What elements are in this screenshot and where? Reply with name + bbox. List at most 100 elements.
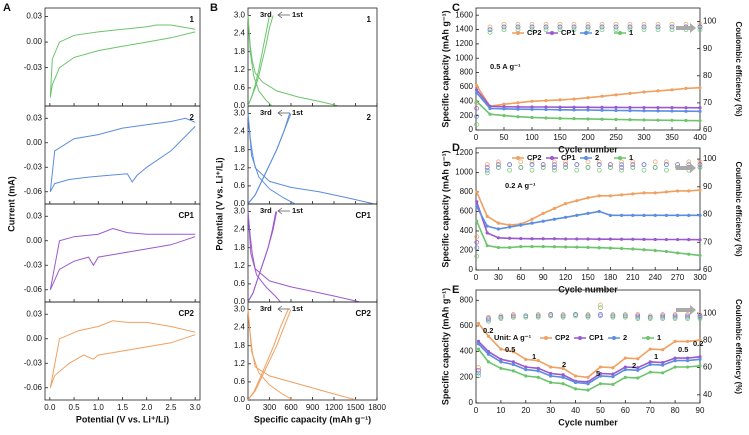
annotation: Unit: A g⁻¹: [494, 333, 532, 342]
capacity-point: [698, 238, 702, 242]
data-line: [247, 113, 292, 205]
panel-letter: D: [452, 142, 460, 154]
efficiency-point: [552, 162, 557, 167]
efficiency-point: [585, 165, 591, 170]
y-tick-label: 400: [460, 226, 474, 235]
capacity-point: [664, 237, 669, 242]
efficiency-point: [571, 21, 577, 27]
y-tick-label: 0.6: [234, 83, 246, 92]
legend-label: 2: [595, 28, 599, 37]
legend-marker: [618, 31, 622, 35]
capacity-point: [664, 190, 669, 194]
efficiency-point: [585, 27, 591, 33]
efficiency-point: [608, 165, 613, 170]
y2-tick-label: 100: [703, 17, 717, 26]
y-tick-label: 1200: [455, 39, 473, 48]
capacity-point: [558, 116, 562, 120]
data-line: [247, 113, 291, 205]
annotation: 1st: [292, 304, 303, 313]
efficiency-point: [496, 165, 501, 170]
capacity-point: [642, 248, 646, 252]
capacity-point: [474, 99, 479, 103]
y2-tick-label: 40: [703, 390, 712, 399]
x-axis-label: Potential (V vs. Li⁺/Li): [76, 414, 169, 424]
plot-frame: [247, 7, 378, 107]
capacity-point: [475, 219, 479, 223]
efficiency-point: [571, 24, 577, 30]
x-tick-label: 270: [671, 273, 685, 282]
capacity-point: [530, 99, 534, 103]
capacity-point: [474, 83, 479, 88]
efficiency-point: [685, 316, 690, 321]
efficiency-point: [540, 162, 546, 167]
capacity-point: [623, 356, 627, 360]
capacity-point: [598, 382, 603, 386]
efficiency-point: [655, 27, 661, 33]
capacity-point: [656, 106, 660, 110]
efficiency-point: [529, 27, 535, 33]
capacity-point: [475, 190, 479, 194]
data-line: [49, 117, 196, 193]
annotation: 0.2: [483, 326, 493, 335]
subplot-label: CP1: [178, 211, 194, 220]
efficiency-point: [560, 313, 566, 319]
capacity-point: [511, 369, 515, 373]
legend-label: 1: [657, 333, 661, 342]
capacity-point: [572, 97, 576, 101]
efficiency-point: [484, 167, 490, 173]
y-tick-label: 1.2: [234, 65, 246, 74]
efficiency-point: [476, 370, 481, 376]
legend-marker: [584, 156, 588, 160]
capacity-point: [614, 117, 618, 122]
efficiency-point: [635, 316, 641, 321]
capacity-point: [573, 380, 578, 385]
capacity-point: [598, 374, 603, 378]
capacity-point: [564, 237, 568, 241]
efficiency-point: [599, 24, 605, 30]
efficiency-point: [585, 159, 591, 165]
x-tick-label: 300: [693, 273, 707, 282]
capacity-point: [544, 98, 548, 103]
efficiency-point: [510, 313, 516, 319]
capacity-point: [549, 380, 553, 385]
capacity-point: [496, 227, 500, 231]
y-tick-label: 0.0: [234, 199, 246, 208]
x-tick-label: 30: [494, 273, 503, 282]
x-tick-label: 120: [559, 273, 573, 282]
efficiency-point: [641, 167, 647, 173]
capacity-point: [631, 213, 635, 217]
annotation: 3rd: [260, 108, 272, 117]
capacity-point: [620, 193, 624, 197]
capacity-point: [496, 236, 500, 240]
subplot-label: 2: [367, 113, 372, 122]
x-axis-label: Cycle number: [558, 284, 618, 294]
efficiency-point: [529, 24, 535, 30]
efficiency-point: [647, 314, 653, 320]
capacity-point: [698, 213, 702, 217]
efficiency-point: [585, 314, 591, 320]
x-tick-label: 1.0: [93, 403, 105, 412]
x-tick-label: 350: [665, 133, 679, 142]
capacity-point: [670, 118, 674, 122]
capacity-point: [575, 199, 579, 203]
capacity-point: [642, 105, 646, 110]
capacity-point: [661, 360, 665, 365]
efficiency-point: [543, 24, 549, 30]
capacity-point: [485, 244, 489, 248]
capacity-point: [673, 356, 677, 360]
capacity-point: [499, 347, 503, 351]
x-tick-label: 1500: [347, 403, 365, 412]
efficiency-point: [652, 165, 658, 170]
y-tick-label: 3.0: [234, 11, 246, 20]
capacity-point: [530, 107, 534, 111]
legend-label: 1: [629, 153, 633, 162]
capacity-point: [586, 375, 590, 379]
efficiency-point: [697, 159, 703, 165]
efficiency-point: [697, 24, 703, 30]
capacity-point: [536, 366, 540, 370]
capacity-point: [499, 360, 503, 364]
capacity-point: [474, 91, 479, 95]
capacity-point: [544, 107, 548, 112]
capacity-point: [475, 200, 479, 204]
subplot-label: CP1: [355, 211, 371, 220]
